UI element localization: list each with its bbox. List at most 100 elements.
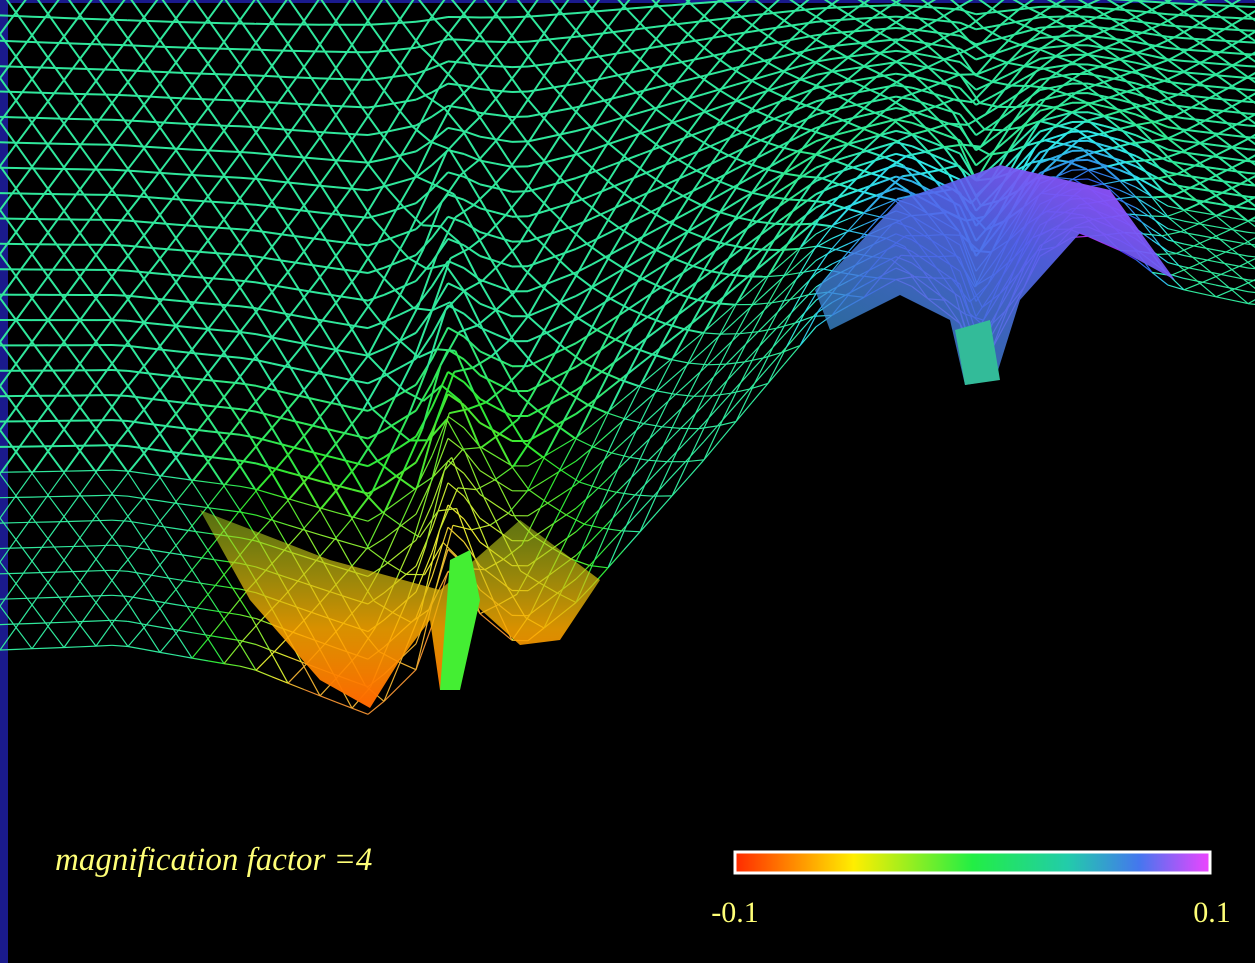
mesh-line	[207, 507, 225, 511]
mesh-line	[943, 143, 963, 149]
mesh-line	[0, 319, 17, 344]
mesh-line	[767, 290, 785, 307]
mesh-line	[35, 521, 55, 548]
mesh-line	[689, 417, 710, 457]
mesh-line	[718, 302, 738, 337]
mesh-line	[3, 522, 23, 549]
mesh-line	[31, 597, 49, 599]
mesh-line	[639, 472, 657, 491]
mesh-line	[671, 59, 689, 66]
mesh-line	[314, 24, 335, 52]
mesh-line	[862, 51, 882, 68]
mesh-line	[298, 289, 319, 321]
mesh-line	[202, 355, 223, 381]
mesh-line	[479, 135, 497, 141]
mesh-line	[404, 390, 424, 402]
mesh-line	[575, 286, 593, 297]
mesh-line	[767, 172, 785, 184]
mesh-line	[436, 348, 456, 352]
mesh-line	[146, 602, 166, 626]
mesh-line	[595, 170, 615, 187]
mesh-line	[1171, 81, 1191, 97]
mesh-line	[814, 61, 834, 73]
mesh-line	[131, 521, 151, 551]
mesh-line	[815, 250, 833, 262]
mesh-line	[1123, 31, 1143, 42]
mesh-line	[210, 612, 230, 637]
mesh-line	[1247, 172, 1255, 175]
mesh-line	[639, 411, 657, 428]
mesh-line	[501, 66, 522, 92]
mesh-line	[1087, 130, 1105, 137]
mesh-line	[463, 38, 481, 43]
mesh-line	[571, 448, 592, 488]
mesh-line	[1233, 5, 1254, 20]
mesh-line	[612, 31, 633, 52]
mesh-line	[818, 196, 839, 219]
mesh-line	[688, 74, 709, 100]
mesh-line	[0, 604, 14, 625]
mesh-line	[303, 449, 321, 456]
mesh-line	[1003, 66, 1024, 91]
mesh-line	[1129, 29, 1149, 46]
mesh-line	[1167, 239, 1185, 245]
mesh-line	[495, 89, 513, 93]
mesh-line	[693, 37, 714, 61]
mesh-line	[533, 62, 554, 92]
mesh-line	[346, 24, 367, 53]
mesh-line	[26, 16, 47, 43]
mesh-line	[1013, 17, 1034, 36]
mesh-line	[878, 52, 898, 63]
mesh-line	[905, 27, 925, 44]
mesh-line	[382, 512, 402, 527]
mesh-line	[607, 506, 625, 524]
mesh-line	[751, 213, 769, 226]
mesh-line	[143, 422, 161, 427]
mesh-line	[681, 371, 701, 409]
mesh-line	[554, 320, 575, 354]
mesh-line	[286, 498, 306, 531]
mesh-line	[88, 194, 110, 221]
mesh-line	[835, 30, 855, 47]
mesh-line	[927, 164, 945, 174]
mesh-line	[100, 569, 120, 597]
mesh-line	[241, 22, 262, 51]
mesh-line	[100, 43, 121, 71]
mesh-line	[1111, 87, 1132, 104]
mesh-line	[239, 176, 257, 180]
mesh-line	[415, 261, 433, 282]
mesh-line	[20, 243, 41, 270]
mesh-line	[767, 275, 785, 292]
mesh-line	[593, 517, 614, 561]
mesh-line	[683, 112, 704, 139]
mesh-line	[399, 565, 417, 580]
mesh-line	[43, 168, 64, 195]
mesh-line	[387, 562, 407, 575]
mesh-line	[1209, 190, 1229, 207]
mesh-line	[1176, 105, 1196, 121]
mesh-line	[570, 11, 591, 38]
mesh-line	[239, 308, 260, 333]
mesh-line	[671, 456, 692, 497]
mesh-line	[223, 663, 241, 667]
mesh-line	[623, 447, 641, 464]
mesh-line	[72, 571, 92, 597]
mesh-line	[623, 405, 641, 421]
mesh-line	[324, 51, 345, 80]
mesh-line	[175, 604, 193, 608]
mesh-line	[575, 240, 593, 250]
mesh-line	[111, 319, 129, 322]
mesh-line	[317, 159, 339, 187]
mesh-line	[416, 422, 437, 488]
mesh-line	[451, 457, 471, 506]
mesh-line	[543, 349, 561, 360]
mesh-line	[321, 373, 342, 406]
mesh-line	[895, 152, 913, 159]
mesh-line	[388, 49, 409, 76]
mesh-line	[777, 41, 797, 54]
mesh-line	[8, 573, 28, 599]
mesh-line	[826, 0, 840, 9]
mesh-line	[762, 0, 781, 15]
mesh-line	[725, 32, 746, 54]
mesh-line	[857, 189, 877, 197]
